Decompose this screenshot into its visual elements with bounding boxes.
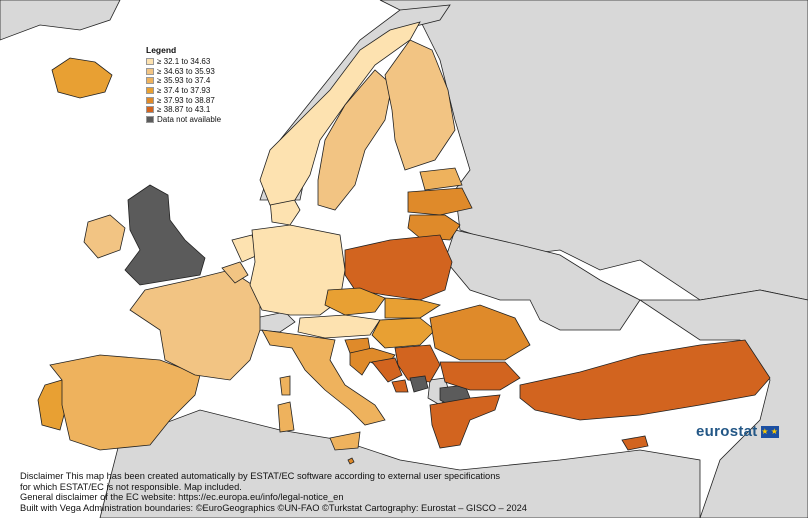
bosnia — [371, 357, 403, 383]
bulgaria — [439, 361, 521, 391]
legend-swatch — [146, 96, 154, 104]
ukraine-belarus-land — [444, 229, 641, 331]
czechia — [324, 287, 386, 316]
united-kingdom — [124, 184, 206, 286]
logo-text: eurostat — [696, 423, 758, 440]
legend-label: ≥ 37.93 to 38.87 — [157, 95, 215, 105]
greece — [429, 394, 501, 449]
sweden — [317, 69, 393, 211]
legend-item: ≥ 34.63 to 35.93 — [146, 67, 266, 77]
hungary — [371, 317, 436, 349]
legend-label: Data not available — [157, 114, 222, 124]
legend-swatch — [146, 77, 154, 85]
disclaimer-line: Disclaimer This map has been created aut… — [20, 471, 501, 481]
legend-swatch — [146, 87, 154, 95]
malta — [347, 457, 355, 465]
sardinia — [277, 401, 295, 433]
legend-swatch — [146, 67, 154, 75]
legend-swatch — [146, 106, 154, 114]
legend-item: ≥ 38.87 to 43.1 — [146, 105, 266, 115]
legend-label: ≥ 38.87 to 43.1 — [157, 105, 211, 115]
sicily — [329, 431, 361, 451]
legend-item: ≥ 37.93 to 38.87 — [146, 95, 266, 105]
corsica — [279, 375, 291, 396]
map-legend: Legend ≥ 32.1 to 34.63 ≥ 34.63 to 35.93 … — [146, 45, 266, 124]
estonia — [419, 167, 463, 191]
legend-label: ≥ 32.1 to 34.63 — [157, 57, 211, 67]
austria — [297, 314, 381, 339]
belgium — [221, 261, 249, 284]
france — [129, 269, 261, 381]
legend-title: Legend — [146, 45, 177, 55]
ireland — [83, 214, 126, 259]
legend-label: ≥ 37.4 to 37.93 — [157, 86, 211, 96]
iceland — [51, 57, 113, 99]
legend-item: ≥ 32.1 to 34.63 — [146, 57, 266, 67]
kosovo-north-macedonia-na — [409, 375, 429, 393]
latvia — [407, 187, 473, 216]
slovakia — [384, 297, 441, 319]
poland — [344, 234, 453, 301]
legend-label: ≥ 34.63 to 35.93 — [157, 66, 215, 76]
spain — [49, 354, 201, 451]
romania — [429, 304, 531, 361]
legend-label: ≥ 35.93 to 37.4 — [157, 76, 211, 86]
greenland-land — [0, 0, 121, 41]
disclaimer-line: General disclaimer of the EC website: ht… — [20, 492, 344, 503]
africa-land — [99, 409, 701, 518]
disclaimer-line: Built with Vega Administration boundarie… — [20, 502, 527, 513]
eu-flag-icon: ★ ★ ★ — [760, 425, 779, 438]
lithuania — [407, 214, 461, 241]
italy — [261, 329, 386, 426]
germany — [249, 224, 346, 316]
caucasus-mideast-land — [638, 289, 808, 518]
montenegro — [391, 379, 409, 393]
turkey — [519, 339, 771, 421]
legend-swatch — [146, 58, 154, 66]
eurostat-logo: eurostat ★ ★ ★ — [696, 423, 779, 440]
legend-item: ≥ 37.4 to 37.93 — [146, 86, 266, 96]
cyprus — [621, 435, 649, 451]
disclaimer-line: for which ESTAT/EC is not responsible. M… — [20, 481, 242, 492]
legend-swatch — [146, 115, 154, 123]
disclaimer-text: Disclaimer This map has been created aut… — [20, 471, 527, 513]
legend-item: ≥ 35.93 to 37.4 — [146, 76, 266, 86]
legend-item: Data not available — [146, 115, 266, 125]
finland — [384, 39, 456, 171]
